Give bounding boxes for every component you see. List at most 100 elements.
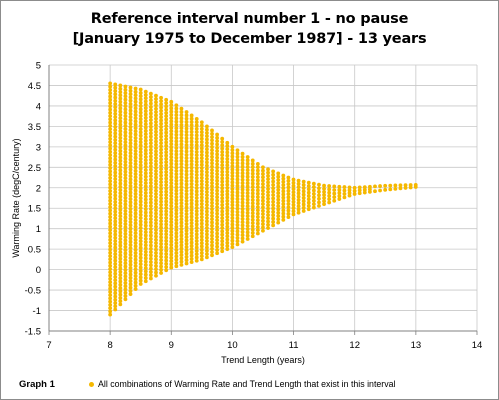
- data-point: [154, 169, 158, 173]
- data-point: [113, 151, 118, 155]
- data-point: [133, 287, 138, 291]
- data-point: [138, 104, 143, 108]
- data-point: [174, 224, 179, 229]
- data-point: [113, 304, 118, 309]
- data-point: [199, 143, 204, 148]
- data-point: [194, 189, 199, 194]
- data-point: [205, 134, 209, 139]
- data-point: [194, 248, 199, 253]
- data-point: [205, 186, 209, 191]
- data-point: [143, 115, 148, 120]
- data-point: [123, 117, 128, 122]
- data-point: [164, 150, 169, 155]
- data-point: [108, 215, 113, 219]
- data-point: [133, 280, 138, 285]
- data-point: [311, 181, 316, 186]
- data-point: [123, 136, 128, 141]
- data-point: [143, 128, 148, 133]
- data-point: [123, 222, 128, 226]
- data-point: [255, 171, 260, 176]
- data-point: [148, 184, 153, 188]
- data-point: [199, 126, 204, 131]
- data-point: [174, 241, 179, 246]
- data-point: [143, 272, 148, 277]
- data-point: [413, 183, 418, 187]
- data-point: [250, 207, 255, 212]
- data-point: [393, 183, 398, 188]
- data-point: [179, 236, 184, 241]
- data-point: [164, 202, 169, 207]
- data-point: [184, 258, 189, 263]
- data-point: [215, 234, 220, 239]
- data-point: [184, 205, 189, 210]
- data-point: [235, 174, 240, 179]
- data-point: [174, 182, 179, 186]
- data-point: [205, 150, 209, 155]
- data-point: [174, 123, 179, 127]
- data-point: [179, 197, 184, 202]
- data-point: [215, 155, 220, 160]
- data-point: [245, 201, 250, 205]
- data-point: [337, 184, 342, 189]
- data-point: [159, 186, 163, 191]
- data-point: [271, 179, 276, 184]
- data-point: [261, 222, 265, 226]
- data-point: [159, 245, 163, 249]
- data-point: [108, 130, 113, 135]
- data-point: [123, 100, 128, 105]
- data-point: [154, 237, 158, 242]
- data-point: [215, 244, 220, 249]
- data-point: [138, 173, 143, 178]
- data-point: [133, 204, 138, 209]
- data-point: [194, 199, 199, 204]
- data-point: [113, 261, 118, 266]
- data-point: [118, 230, 123, 235]
- data-point: [148, 157, 153, 162]
- data-point: [215, 139, 220, 144]
- data-point: [210, 138, 214, 143]
- data-point: [108, 162, 113, 167]
- data-point: [205, 252, 209, 256]
- data-point: [179, 181, 184, 186]
- data-point: [108, 88, 113, 92]
- data-point: [128, 210, 133, 215]
- data-point: [133, 155, 138, 160]
- y-tick-label: 2.5: [28, 163, 41, 174]
- data-point: [189, 227, 194, 232]
- data-point: [296, 210, 301, 215]
- data-point: [240, 190, 245, 195]
- data-point: [108, 312, 113, 317]
- data-point: [164, 232, 169, 237]
- data-point: [164, 170, 169, 174]
- data-point: [118, 243, 123, 248]
- data-point: [240, 174, 245, 179]
- data-point: [194, 136, 199, 141]
- data-point: [266, 187, 270, 191]
- data-point: [128, 128, 133, 133]
- data-point: [123, 84, 128, 89]
- data-point: [230, 206, 235, 211]
- data-point: [123, 261, 128, 266]
- data-point: [169, 246, 174, 250]
- data-point: [138, 90, 143, 95]
- data-point: [322, 199, 326, 203]
- data-point: [148, 187, 153, 192]
- data-point: [215, 132, 220, 137]
- data-point: [215, 208, 220, 213]
- data-point: [215, 211, 220, 216]
- data-point: [220, 143, 225, 148]
- data-point: [123, 195, 128, 200]
- data-point: [154, 172, 158, 177]
- data-point: [210, 230, 214, 235]
- data-point: [250, 161, 255, 166]
- data-point: [123, 248, 128, 253]
- data-point: [108, 293, 113, 297]
- y-tick-label: -0.5: [25, 286, 41, 297]
- data-point: [164, 238, 169, 243]
- data-point: [225, 179, 230, 184]
- data-point: [230, 183, 235, 188]
- data-point: [159, 134, 163, 139]
- data-point: [225, 231, 230, 235]
- data-point: [164, 156, 169, 161]
- data-point: [194, 206, 199, 210]
